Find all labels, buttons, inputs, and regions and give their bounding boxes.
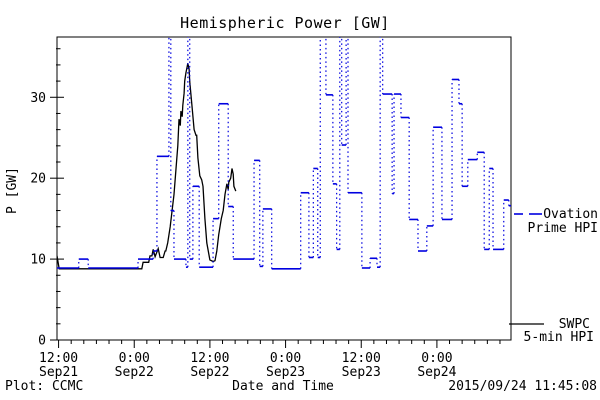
- axis-ticks: [50, 48, 501, 348]
- x-tick-label-time: 12:00: [39, 351, 78, 366]
- chart-title: Hemispheric Power [GW]: [180, 14, 390, 32]
- x-tick-label-time: 0:00: [119, 351, 150, 366]
- y-axis-title: P [GW]: [5, 167, 20, 214]
- ovation-legend-label-line1: Ovation: [543, 207, 598, 222]
- y-tick-label: 0: [38, 334, 46, 349]
- x-tick-label-date: Sep22: [190, 365, 229, 380]
- x-tick-label-date: Sep21: [39, 365, 78, 380]
- plot-credit: Plot: CCMC: [5, 379, 83, 394]
- x-tick-label-time: 12:00: [342, 351, 381, 366]
- x-tick-label-date: Sep23: [266, 365, 305, 380]
- swpc-series-path: [57, 63, 237, 270]
- legend: Ovation Prime HPI SWPC 5-min HPI: [509, 207, 598, 345]
- x-tick-label-date: Sep23: [342, 365, 381, 380]
- swpc-legend-label-line1: SWPC: [559, 317, 590, 332]
- x-tick-label-time: 0:00: [421, 351, 452, 366]
- plot-border: [56, 36, 512, 341]
- x-tick-label-time: 12:00: [190, 351, 229, 366]
- y-tick-label: 20: [30, 172, 46, 187]
- y-tick-label: 10: [30, 253, 46, 268]
- x-axis-title: Date and Time: [232, 379, 334, 394]
- plot-timestamp: 2015/09/24 11:45:08: [448, 379, 597, 394]
- y-tick-label: 30: [30, 91, 46, 106]
- x-tick-label-date: Sep22: [115, 365, 154, 380]
- ovation-legend-label-line2: Prime HPI: [528, 221, 598, 236]
- plot-frame: [56, 36, 512, 341]
- x-tick-label-time: 0:00: [270, 351, 301, 366]
- data-series: [57, 37, 511, 270]
- axis-tick-labels: 010203012:00Sep210:00Sep2212:00Sep220:00…: [30, 91, 456, 380]
- x-tick-label-date: Sep24: [417, 365, 456, 380]
- swpc-legend-label-line2: 5-min HPI: [524, 330, 594, 345]
